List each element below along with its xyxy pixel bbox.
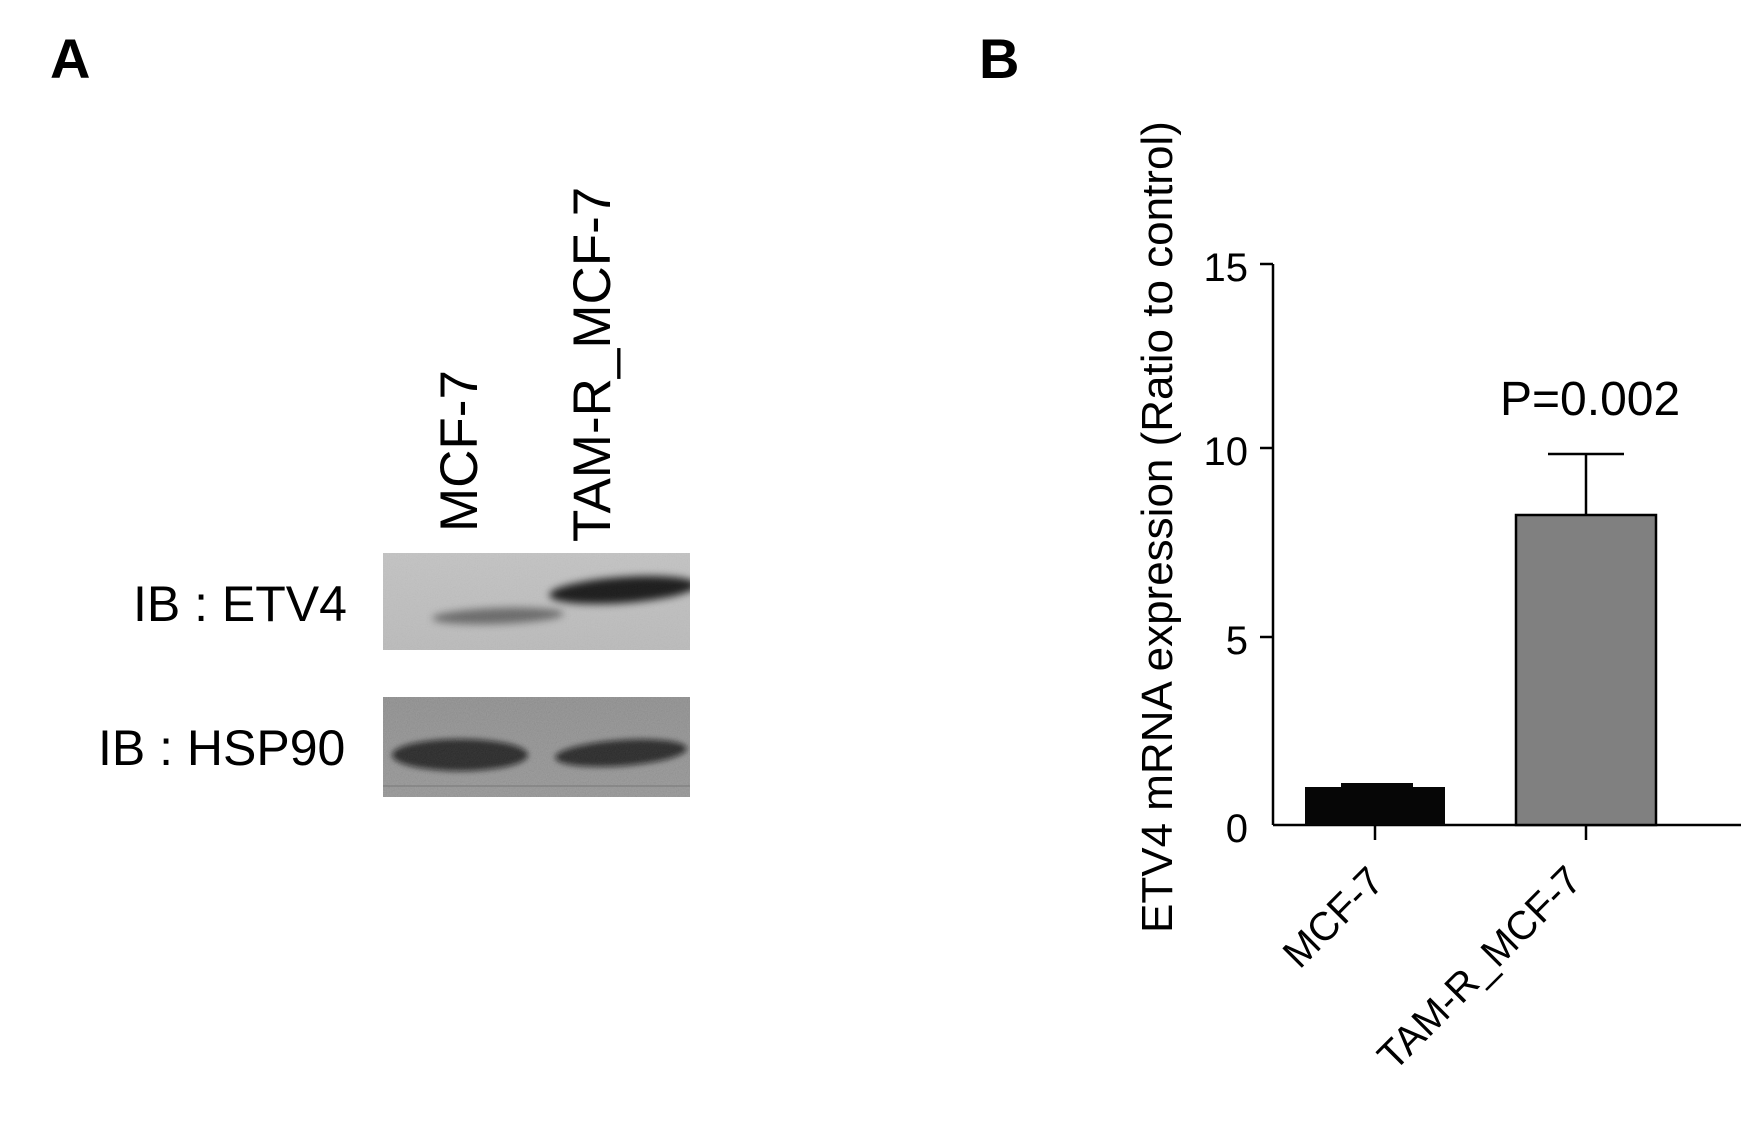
svg-text:10: 10: [1204, 430, 1249, 474]
svg-text:0: 0: [1226, 807, 1248, 851]
svg-text:15: 15: [1204, 246, 1249, 290]
svg-text:5: 5: [1226, 619, 1248, 663]
